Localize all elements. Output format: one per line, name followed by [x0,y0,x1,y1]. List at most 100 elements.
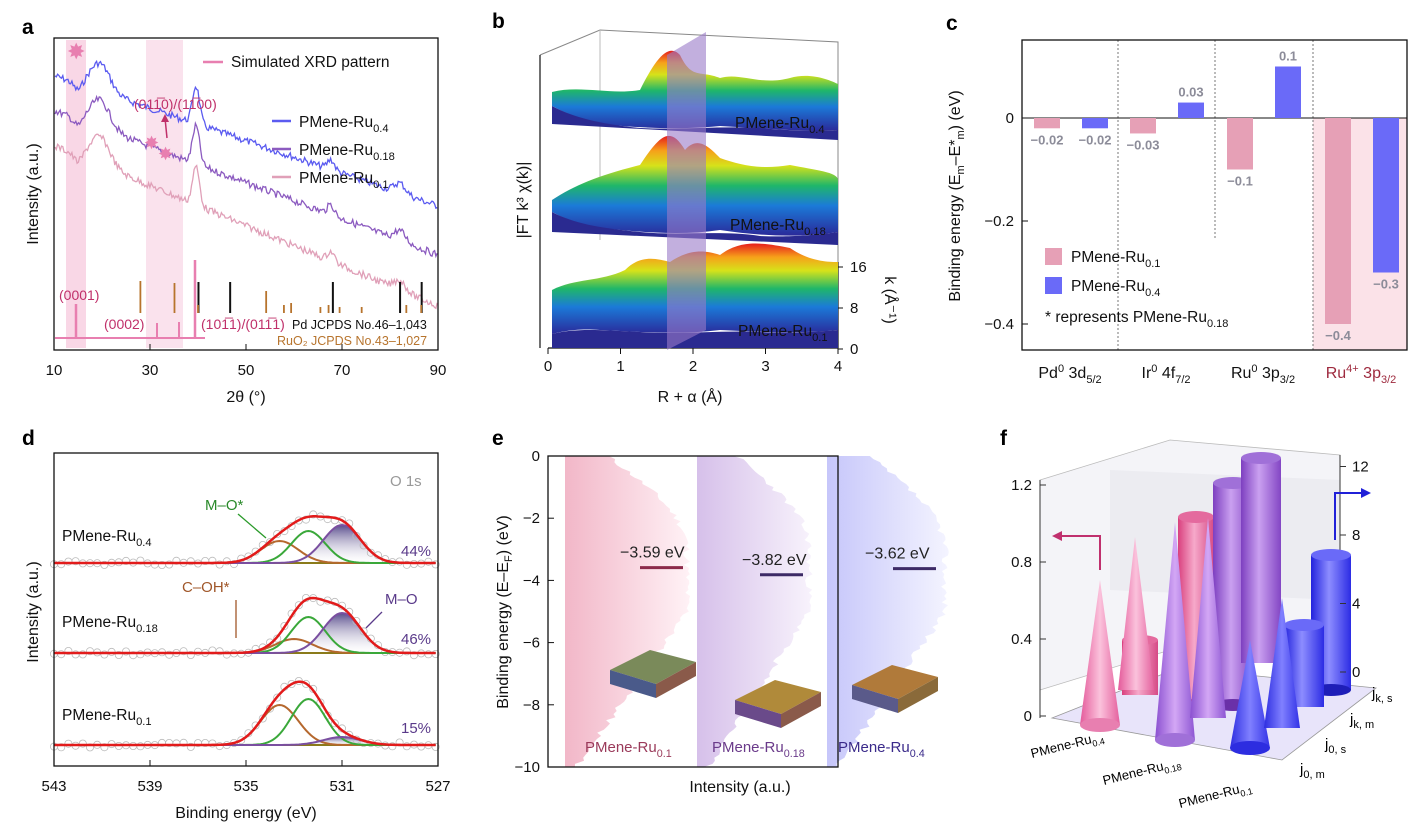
category-label: Ir0 4f7/2 [1142,363,1191,386]
cone-ru018-j0s [1190,518,1226,718]
mo-area [54,613,436,653]
panel-b-exafs: b PMene-Ru0.4 PMene-Ru0.18 PMene-Ru0.1 0 1 2… [492,10,900,406]
annot-mo-star: M–O* [205,497,244,514]
bar [1034,118,1060,129]
raw-point [316,698,325,707]
depth-label: jk, s [1371,685,1393,705]
surface-label: PMene-Ru0.1 [738,323,828,344]
bar [1082,118,1108,129]
raw-point [136,650,145,659]
panel-c-binding-energy: c −0.02 −0.03 −0.1 −0.4 −0.02 0.03 0.1 −0.3 0 −0… [946,12,1408,386]
z-tick-label: 0 [850,341,858,358]
x-tick-label: 4 [834,358,842,375]
bar-label: −0.02 [1079,132,1112,147]
cone-ru018-j0m [1155,522,1195,740]
category-label: PMene-Ru0.18 [1101,754,1183,791]
reference-lines [139,281,423,313]
legend-sim: Simulated XRD pattern [231,54,390,71]
fit-envelope [54,596,436,655]
y-tick-label: −10 [515,759,540,776]
panel-a-label: a [22,16,34,39]
peak-label-0002: (0002) [104,316,144,332]
raw-point [215,560,224,569]
bar-label: −0.1 [1227,174,1253,189]
mo-area [54,525,436,563]
x-tick-label: 90 [430,362,447,379]
legend-label: PMene-Ru0.18 [299,142,395,163]
sample-label: PMene-Ru0.18 [712,739,805,760]
star-icon: ✸ [67,39,85,64]
panel-d-label: d [22,427,35,450]
panel-b-label: b [492,10,505,33]
y-axis-label-d: Intensity (a.u.) [25,561,42,662]
bar [1373,118,1399,273]
raw-point [100,560,109,569]
right-tick-label: 12 [1352,459,1369,476]
raw-point [431,742,440,751]
x-tick-label: 527 [425,778,450,795]
right-axis-arrow [1334,492,1367,540]
raw-point [100,650,109,659]
raw-point [215,647,224,656]
cone-base [1080,718,1120,732]
cone-ru04-j0m [1080,580,1120,725]
structure-model-ru04 [852,665,938,713]
x-ticks-b: 0 1 2 3 4 [544,348,842,375]
legend-note: * represents PMene-Ru0.18 [1045,309,1228,330]
raw-point [179,647,188,656]
raw-point [78,739,87,748]
xrd-series-2 [54,133,438,310]
y-axis-label-b: |FT k³ χ(k)| [515,162,532,239]
x-axis-label-b: R + α (Å) [658,387,723,406]
ref-ruo2-label: RuO₂ JCPDS No.43–1,027 [277,334,427,348]
y-ticks-e: 0 −2 −4 −6 −8 −10 [515,448,554,776]
d-band-center-label: −3.62 eV [865,546,930,563]
raw-point [179,738,188,747]
dos-area-ru018 [697,456,813,767]
depth-label: j0, s [1324,736,1347,756]
sample-labels-d: PMene-Ru0.4 PMene-Ru0.18 PMene-Ru0.1 44% 46%… [62,528,431,737]
mo-area [54,737,436,745]
xrd-series-1 [54,94,438,259]
star-icon: ✸ [158,144,173,164]
raw-point [78,650,87,659]
surface-labels: PMene-Ru0.4 PMene-Ru0.18 PMene-Ru0.1 [730,115,828,344]
x-axis-label-d: Binding energy (eV) [175,805,316,822]
peak-label-0110: (011̅0)/(11̅00) [134,96,217,112]
ref-pd-label: Pd JCPDS No.46–1,043 [292,318,427,332]
x-tick-label: 539 [137,778,162,795]
raw-point [301,679,310,688]
x-tick-label: 531 [329,778,354,795]
right-ticks-f: 0 4 8 12 [1340,459,1369,681]
highlight-plane [667,32,706,350]
y-tick-label: −0.4 [984,316,1014,333]
x-categories-c: Pd0 3d5/2 Ir0 4f7/2 Ru0 3p3/2 Ru4+ 3p3/2 [1038,363,1396,386]
bar-label: −0.03 [1127,137,1160,152]
raw-point [114,651,123,660]
cylinder-ru018-jkm [1241,452,1281,663]
y-tick-label: −8 [523,697,540,714]
raw-point [388,742,397,751]
highlight-band-0002 [146,40,183,348]
tag-o1s: O 1s [390,473,422,490]
category-label: PMene-Ru0.1 [1177,778,1254,814]
raw-point [64,647,73,656]
left-tick-label: 0.4 [1011,631,1032,648]
arrow-mo-star [237,513,267,539]
bar-label: −0.4 [1325,328,1351,343]
raw-point [273,693,282,702]
x-tick-label: 30 [142,362,159,379]
raw-point [409,651,418,660]
z-tick-label: 8 [850,300,858,317]
x-axis-label-a: 2θ (°) [226,389,265,406]
legend-label: PMene-Ru0.4 [299,114,389,135]
panel-f-3d-bars: f [1000,427,1393,814]
bar [1130,118,1156,134]
y-axis-label-e: Binding energy (E–EF) (eV) [495,515,515,709]
dos-area-ru01 [565,456,691,767]
y-tick-label: −4 [523,572,540,589]
bars-c: −0.02 −0.03 −0.1 −0.4 −0.02 0.03 0.1 −0.3 [1031,49,1399,343]
left-tick-label: 0 [1024,708,1032,725]
dos-area-ru04 [827,456,949,767]
raw-point [366,548,375,557]
